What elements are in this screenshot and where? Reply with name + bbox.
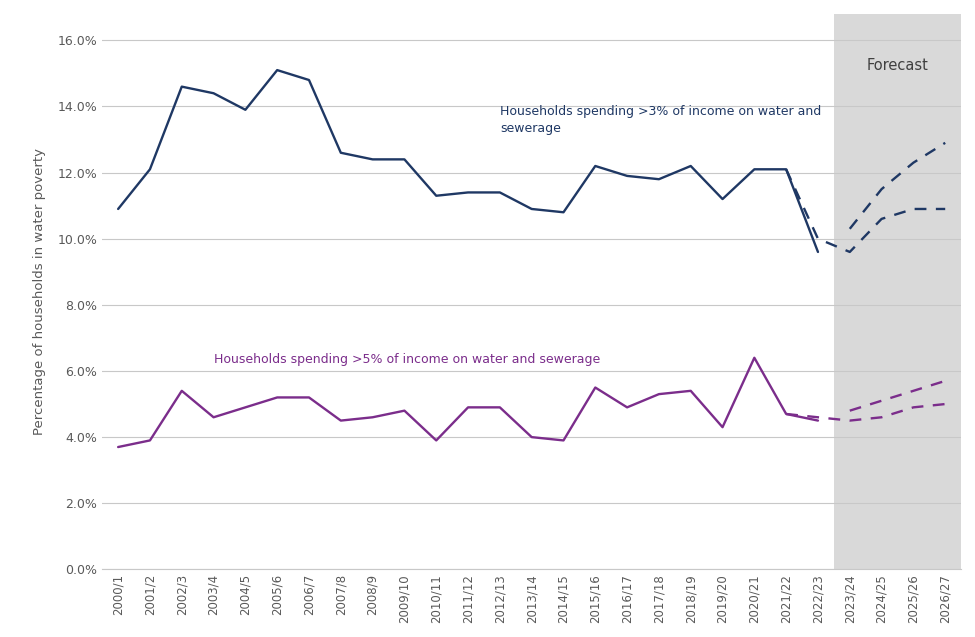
Bar <box>834 14 961 569</box>
Text: Households spending >3% of income on water and
sewerage: Households spending >3% of income on wat… <box>500 104 821 134</box>
Y-axis label: Percentage of households in water poverty: Percentage of households in water povert… <box>33 148 47 435</box>
Text: Forecast: Forecast <box>867 59 928 73</box>
Text: Households spending >5% of income on water and sewerage: Households spending >5% of income on wat… <box>214 353 600 366</box>
